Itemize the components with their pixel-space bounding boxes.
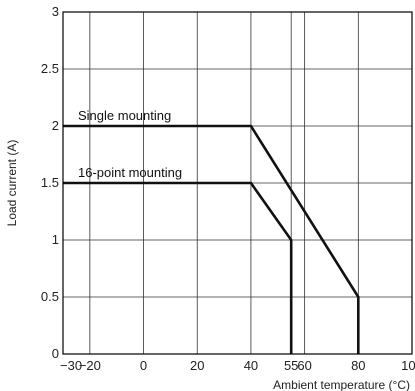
y-tick-label: 3 [52, 4, 59, 19]
series-label: Single mounting [78, 108, 171, 123]
y-axis-label: Load current (A) [5, 140, 19, 227]
x-tick-label: 60 [297, 358, 311, 373]
y-tick-label: 0 [52, 346, 59, 361]
x-tick-label: 55 [284, 358, 298, 373]
series-line [63, 124, 360, 354]
plot-frame [62, 11, 413, 355]
x-tick-label: 0 [140, 358, 147, 373]
x-tick-label: 100 [401, 358, 415, 373]
series-line [63, 181, 293, 354]
y-tick-label: 2.5 [41, 61, 59, 76]
x-axis-label: Ambient temperature (°C) [273, 378, 410, 391]
x-tick-label: −20 [79, 358, 101, 373]
x-tick-label: −30 [60, 358, 82, 373]
series-lines [63, 124, 360, 354]
y-tick-label: 0.5 [41, 289, 59, 304]
y-tick-label: 2 [52, 118, 59, 133]
x-tick-label: 20 [190, 358, 204, 373]
x-tick-label: 80 [351, 358, 365, 373]
y-tick-label: 1.5 [41, 175, 59, 190]
x-tick-label: 40 [244, 358, 258, 373]
series-labels: Single mounting 16-point mounting [78, 108, 182, 180]
series-label: 16-point mounting [78, 165, 182, 180]
y-tick-label: 1 [52, 232, 59, 247]
